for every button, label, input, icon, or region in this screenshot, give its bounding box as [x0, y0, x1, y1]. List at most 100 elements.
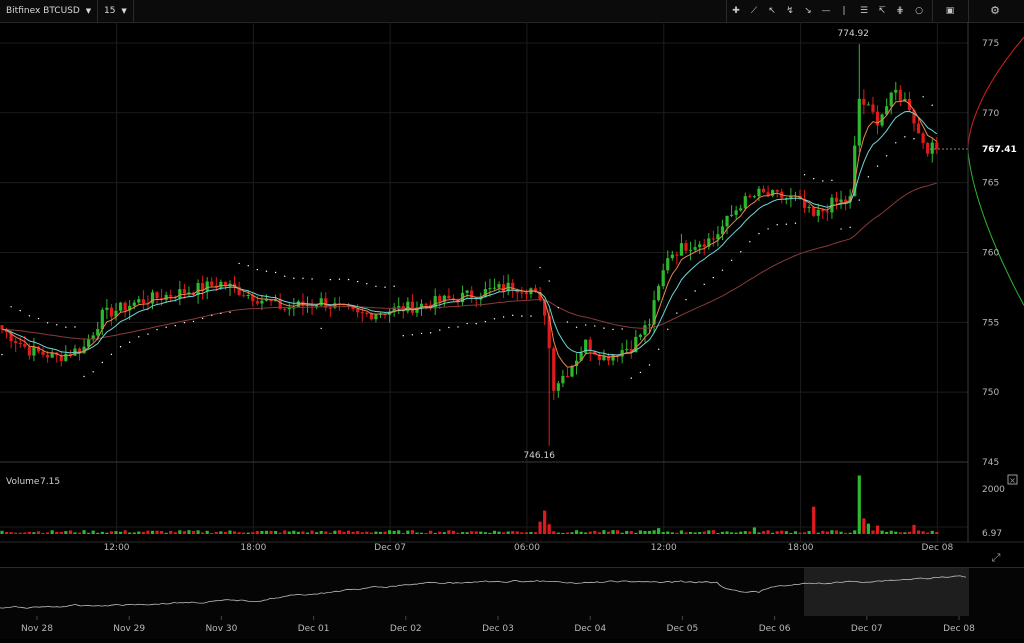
candle-body	[620, 350, 624, 357]
volume-bar	[109, 531, 114, 534]
crosshair-icon[interactable]: ✚	[732, 6, 740, 16]
circle-icon[interactable]: ○	[915, 6, 923, 16]
candle-body	[442, 295, 446, 302]
toolbar-divider	[133, 0, 134, 22]
volume-bar	[105, 532, 109, 534]
price-chart[interactable]: 745 750 755 760 765 770 775 12:00 18:00 Dec 07 06:…	[0, 22, 1024, 567]
candle-body	[50, 352, 54, 358]
screenshot-icon[interactable]: ▣	[945, 6, 955, 16]
candle-body	[178, 289, 182, 298]
candle-body	[164, 294, 168, 300]
navigator-tick-label: Nov 29	[113, 624, 145, 634]
volume-bar	[429, 530, 433, 534]
candle-body	[844, 199, 848, 202]
candle-body	[251, 295, 255, 302]
volume-bar	[274, 531, 278, 534]
sar-dot	[758, 232, 760, 235]
volume-bar	[269, 530, 273, 534]
volume-bar	[798, 532, 802, 534]
volume-bar	[616, 530, 620, 534]
volume-bar	[23, 532, 27, 534]
volume-bar	[875, 525, 880, 534]
chart-area[interactable]: 745 750 755 760 765 770 775 12:00 18:00 Dec 07 06:…	[0, 22, 1024, 571]
sar-dot	[10, 306, 12, 308]
volume-bar	[64, 531, 68, 534]
candle-body	[930, 142, 934, 154]
sar-dot	[767, 228, 769, 230]
candle-body	[543, 299, 547, 316]
vertical-line-icon[interactable]: |	[842, 6, 846, 16]
sar-dot	[28, 315, 31, 317]
pitchfork-icon[interactable]: ⋕	[896, 6, 904, 16]
volume-bar	[77, 532, 82, 534]
candle-body	[283, 308, 287, 310]
volume-bar	[524, 532, 528, 534]
volume-bar	[123, 530, 127, 534]
candle-body	[606, 355, 611, 361]
last-price-label: 767.41	[982, 145, 1017, 155]
interval-selector[interactable]: 15 ▼	[104, 0, 127, 22]
volume-bar	[132, 532, 136, 534]
candle-body	[926, 143, 930, 154]
gear-icon[interactable]: ⚙	[990, 4, 1000, 17]
volume-bar	[410, 530, 414, 534]
navigator[interactable]: Nov 28 Nov 29 Nov 30 Dec 01 Dec 02 Dec 03 Dec …	[0, 567, 1024, 639]
navigator-chart[interactable]: Nov 28 Nov 29 Nov 30 Dec 01 Dec 02 Dec 03 Dec …	[0, 568, 1024, 639]
volume-bar	[643, 531, 647, 534]
candle-body	[657, 286, 661, 301]
horizontal-line-icon[interactable]: —	[821, 6, 831, 16]
candle-body	[369, 313, 373, 320]
volume-bar	[146, 530, 150, 534]
navigator-window[interactable]	[804, 568, 969, 616]
fan-icon[interactable]: ↸	[878, 6, 886, 16]
sar-dot	[749, 241, 751, 243]
trend-line-icon[interactable]: ⟋	[750, 6, 758, 16]
volume-bar	[114, 531, 118, 534]
candle-body	[885, 106, 889, 115]
candle-body	[77, 348, 82, 354]
symbol-selector[interactable]: Bitfinex BTCUSD ▼	[6, 0, 91, 22]
volume-bar	[898, 532, 902, 534]
candle-body	[825, 211, 829, 213]
sar-dot	[183, 321, 186, 324]
candle-body	[201, 283, 205, 291]
sar-dot	[785, 223, 788, 225]
sar-dot	[730, 259, 733, 262]
volume-bar	[857, 475, 861, 534]
sar-dot	[603, 327, 605, 329]
long-arrow-icon[interactable]: ↘	[804, 6, 812, 16]
time-tick-label: 06:00	[514, 543, 540, 553]
candle-body	[319, 298, 323, 306]
volume-bar	[36, 531, 41, 534]
volume-bar	[14, 532, 18, 534]
candle-body	[114, 310, 118, 317]
candle-body	[451, 298, 456, 300]
volume-bar	[515, 531, 519, 534]
arrow-icon[interactable]: ↖	[768, 6, 776, 16]
sar-dot	[548, 280, 550, 282]
volume-bar	[91, 530, 95, 534]
fork-icon[interactable]: ↯	[786, 6, 794, 16]
fib-lines-icon[interactable]: ☰	[859, 6, 869, 16]
volume-bar	[82, 530, 86, 534]
candle-body	[889, 92, 893, 107]
candle-body	[834, 197, 839, 202]
candle-body	[802, 198, 807, 208]
volume-bar	[397, 530, 401, 534]
candle-body	[807, 206, 811, 208]
volume-bar	[246, 532, 250, 534]
volume-bar	[324, 531, 328, 534]
sar-dot	[539, 266, 541, 269]
volume-bar	[634, 532, 638, 534]
candle-body	[32, 346, 36, 356]
volume-bar	[169, 530, 173, 534]
volume-bar	[419, 532, 424, 534]
candle-body	[730, 214, 734, 216]
volume-bar	[73, 532, 77, 534]
volume-bar	[871, 530, 875, 534]
close-icon[interactable]	[1007, 474, 1018, 485]
sar-dot	[676, 312, 678, 314]
candle-body	[757, 188, 761, 197]
expand-icon[interactable]: ⤢	[992, 551, 1001, 564]
candle-body	[684, 243, 688, 251]
